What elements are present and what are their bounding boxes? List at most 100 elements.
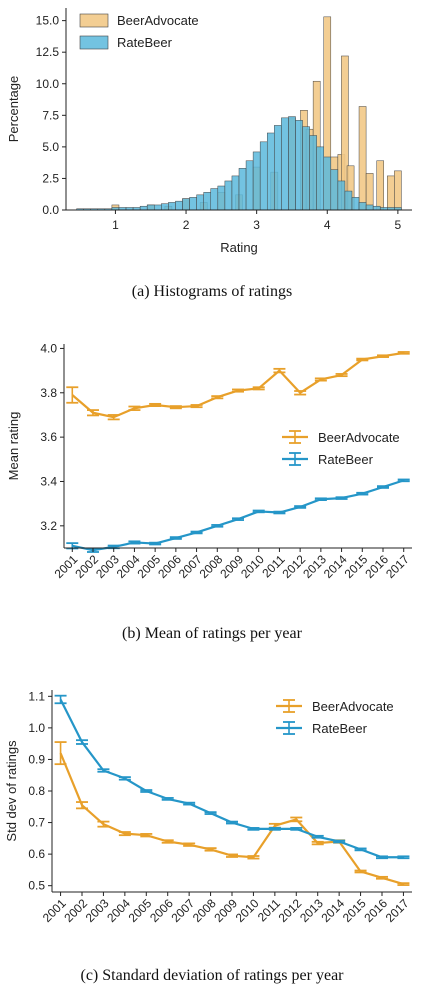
caption-c: (c) Standard deviation of ratings per ye… bbox=[80, 967, 344, 984]
y-tick-label: 0.8 bbox=[28, 784, 45, 798]
hist-bar-beeradvocate-18 bbox=[358, 106, 367, 211]
error-bar-beeradvocate-2012 bbox=[290, 816, 303, 823]
error-bar-beeradvocate-2010 bbox=[252, 386, 265, 391]
y-tick-label: 3.2 bbox=[40, 519, 57, 533]
error-bar-ratebeer-2010 bbox=[247, 827, 260, 831]
error-bar-ratebeer-2006 bbox=[161, 797, 174, 801]
hist-bar-ratebeer-13 bbox=[168, 202, 176, 211]
legend-entry-ratebeer: RateBeer bbox=[276, 721, 368, 736]
legend-label-beeradvocate: BeerAdvocate bbox=[312, 699, 394, 714]
y-tick-label: 1.1 bbox=[28, 689, 45, 703]
error-bar-beeradvocate-2010 bbox=[247, 855, 260, 860]
x-tick-label: 4 bbox=[324, 218, 331, 232]
error-bar-beeradvocate-2004 bbox=[118, 831, 131, 837]
caption-a: (a) Histograms of ratings bbox=[132, 283, 292, 300]
y-tick-label: 15.0 bbox=[36, 14, 60, 28]
error-bar-ratebeer-2009 bbox=[226, 820, 238, 825]
error-bar-ratebeer-2014 bbox=[335, 496, 348, 500]
y-tick-label: 12.5 bbox=[36, 45, 60, 59]
histogram-panel: 0.0 2.5 5.0 7.5 10.0 12.5 15.0 1 2 3 4 5 Rating Perce… bbox=[6, 8, 412, 255]
y-tick-label: 5.0 bbox=[42, 140, 59, 154]
hist-bar-ratebeer-39 bbox=[351, 197, 360, 211]
y-tick-label: 0.9 bbox=[28, 752, 45, 766]
hist-bar-ratebeer-16 bbox=[189, 197, 197, 211]
error-bar-ratebeer-2008 bbox=[204, 811, 217, 815]
y-tick-label: 3.4 bbox=[40, 474, 57, 488]
error-bar-beeradvocate-2003 bbox=[107, 414, 120, 421]
hist-bar-ratebeer-14 bbox=[175, 200, 183, 211]
hist-bar-ratebeer-15 bbox=[182, 198, 190, 211]
legend-swatch-beeradvocate bbox=[79, 13, 109, 28]
series-line-ratebeer bbox=[72, 479, 405, 552]
hist-bar-ratebeer-37 bbox=[337, 180, 346, 211]
hist-bar-ratebeer-33 bbox=[309, 135, 317, 211]
hist-bar-ratebeer-12 bbox=[161, 203, 169, 211]
error-bar-beeradvocate-2001 bbox=[66, 386, 79, 404]
y-tick-label: 1.0 bbox=[28, 721, 45, 735]
error-bar-ratebeer-2012 bbox=[294, 505, 307, 509]
y-axis-title: Mean rating bbox=[6, 412, 21, 481]
y-tick-label: 3.8 bbox=[40, 386, 57, 400]
y-tick-label: 0.6 bbox=[28, 847, 45, 861]
hist-bar-ratebeer-29 bbox=[281, 117, 289, 211]
error-bar-ratebeer-2007 bbox=[190, 530, 203, 535]
error-bar-beeradvocate-2014 bbox=[335, 373, 348, 378]
mean-rating-panel: 3.23.43.63.84.02001200220032004200520062… bbox=[6, 341, 412, 581]
y-tick-label: 10.0 bbox=[36, 77, 60, 91]
error-bar-ratebeer-2002 bbox=[76, 739, 88, 745]
hist-bar-ratebeer-17 bbox=[196, 194, 204, 211]
legend-entry-beeradvocate: BeerAdvocate bbox=[276, 699, 394, 714]
hist-bar-ratebeer-36 bbox=[330, 169, 339, 211]
legend-entry-beeradvocate: BeerAdvocate bbox=[282, 430, 400, 445]
error-bar-beeradvocate-2007 bbox=[183, 842, 196, 847]
error-bar-beeradvocate-2008 bbox=[204, 847, 217, 852]
error-bar-beeradvocate-2013 bbox=[311, 840, 324, 846]
legend-label-ratebeer: RateBeer bbox=[318, 452, 374, 467]
hist-bar-ratebeer-35 bbox=[323, 156, 332, 211]
error-bar-ratebeer-2004 bbox=[118, 776, 131, 781]
hist-bar-ratebeer-21 bbox=[224, 180, 233, 211]
error-bar-ratebeer-2009 bbox=[232, 517, 244, 521]
error-bar-beeradvocate-2002 bbox=[87, 409, 99, 417]
error-bar-ratebeer-2015 bbox=[354, 847, 367, 852]
error-bar-ratebeer-2006 bbox=[169, 536, 182, 540]
error-bar-beeradvocate-2002 bbox=[76, 801, 88, 810]
error-bar-ratebeer-2017 bbox=[397, 855, 410, 860]
hist-bar-ratebeer-38 bbox=[344, 190, 353, 211]
hist-bar-ratebeer-11 bbox=[154, 204, 162, 211]
hist-bar-ratebeer-19 bbox=[210, 188, 219, 211]
hist-bar-ratebeer-42 bbox=[372, 205, 381, 211]
error-bar-beeradvocate-2005 bbox=[149, 402, 162, 407]
y-tick-label: 3.6 bbox=[40, 430, 57, 444]
error-bar-beeradvocate-2016 bbox=[377, 354, 389, 358]
hist-bar-beeradvocate-19 bbox=[365, 173, 374, 211]
error-bar-ratebeer-2013 bbox=[311, 834, 324, 839]
error-bar-beeradvocate-2011 bbox=[273, 367, 286, 374]
legend-label-ratebeer: RateBeer bbox=[117, 35, 173, 50]
y-tick-label: 4.0 bbox=[40, 341, 57, 355]
x-tick-label: 3 bbox=[253, 218, 260, 232]
hist-bar-ratebeer-20 bbox=[217, 185, 226, 211]
y-tick-label: 0.5 bbox=[28, 879, 45, 893]
error-bar-beeradvocate-2001 bbox=[54, 741, 67, 766]
x-tick-label: 2 bbox=[183, 218, 190, 232]
hist-bar-beeradvocate-20 bbox=[376, 160, 385, 211]
x-tick-label: 2011 bbox=[255, 896, 283, 924]
hist-bar-ratebeer-28 bbox=[274, 125, 282, 211]
error-bar-ratebeer-2003 bbox=[97, 768, 110, 773]
error-bar-beeradvocate-2005 bbox=[140, 833, 153, 838]
error-bar-ratebeer-2005 bbox=[140, 789, 153, 793]
error-bar-beeradvocate-2004 bbox=[128, 405, 141, 411]
error-bar-beeradvocate-2012 bbox=[294, 390, 307, 396]
error-bar-beeradvocate-2006 bbox=[161, 839, 174, 844]
x-tick-label: 5 bbox=[395, 218, 402, 232]
x-tick-label: 2017 bbox=[383, 896, 412, 925]
y-tick-label: 0.0 bbox=[42, 203, 59, 217]
error-bar-ratebeer-2008 bbox=[211, 524, 224, 528]
y-tick-label: 0.7 bbox=[28, 816, 45, 830]
error-bar-beeradvocate-2016 bbox=[376, 875, 388, 880]
hist-bar-ratebeer-27 bbox=[266, 132, 275, 211]
error-bar-beeradvocate-2007 bbox=[190, 404, 203, 409]
hist-bar-ratebeer-23 bbox=[238, 168, 247, 211]
std-rating-panel: 0.50.60.70.80.91.01.12001200220032004200… bbox=[4, 689, 412, 925]
